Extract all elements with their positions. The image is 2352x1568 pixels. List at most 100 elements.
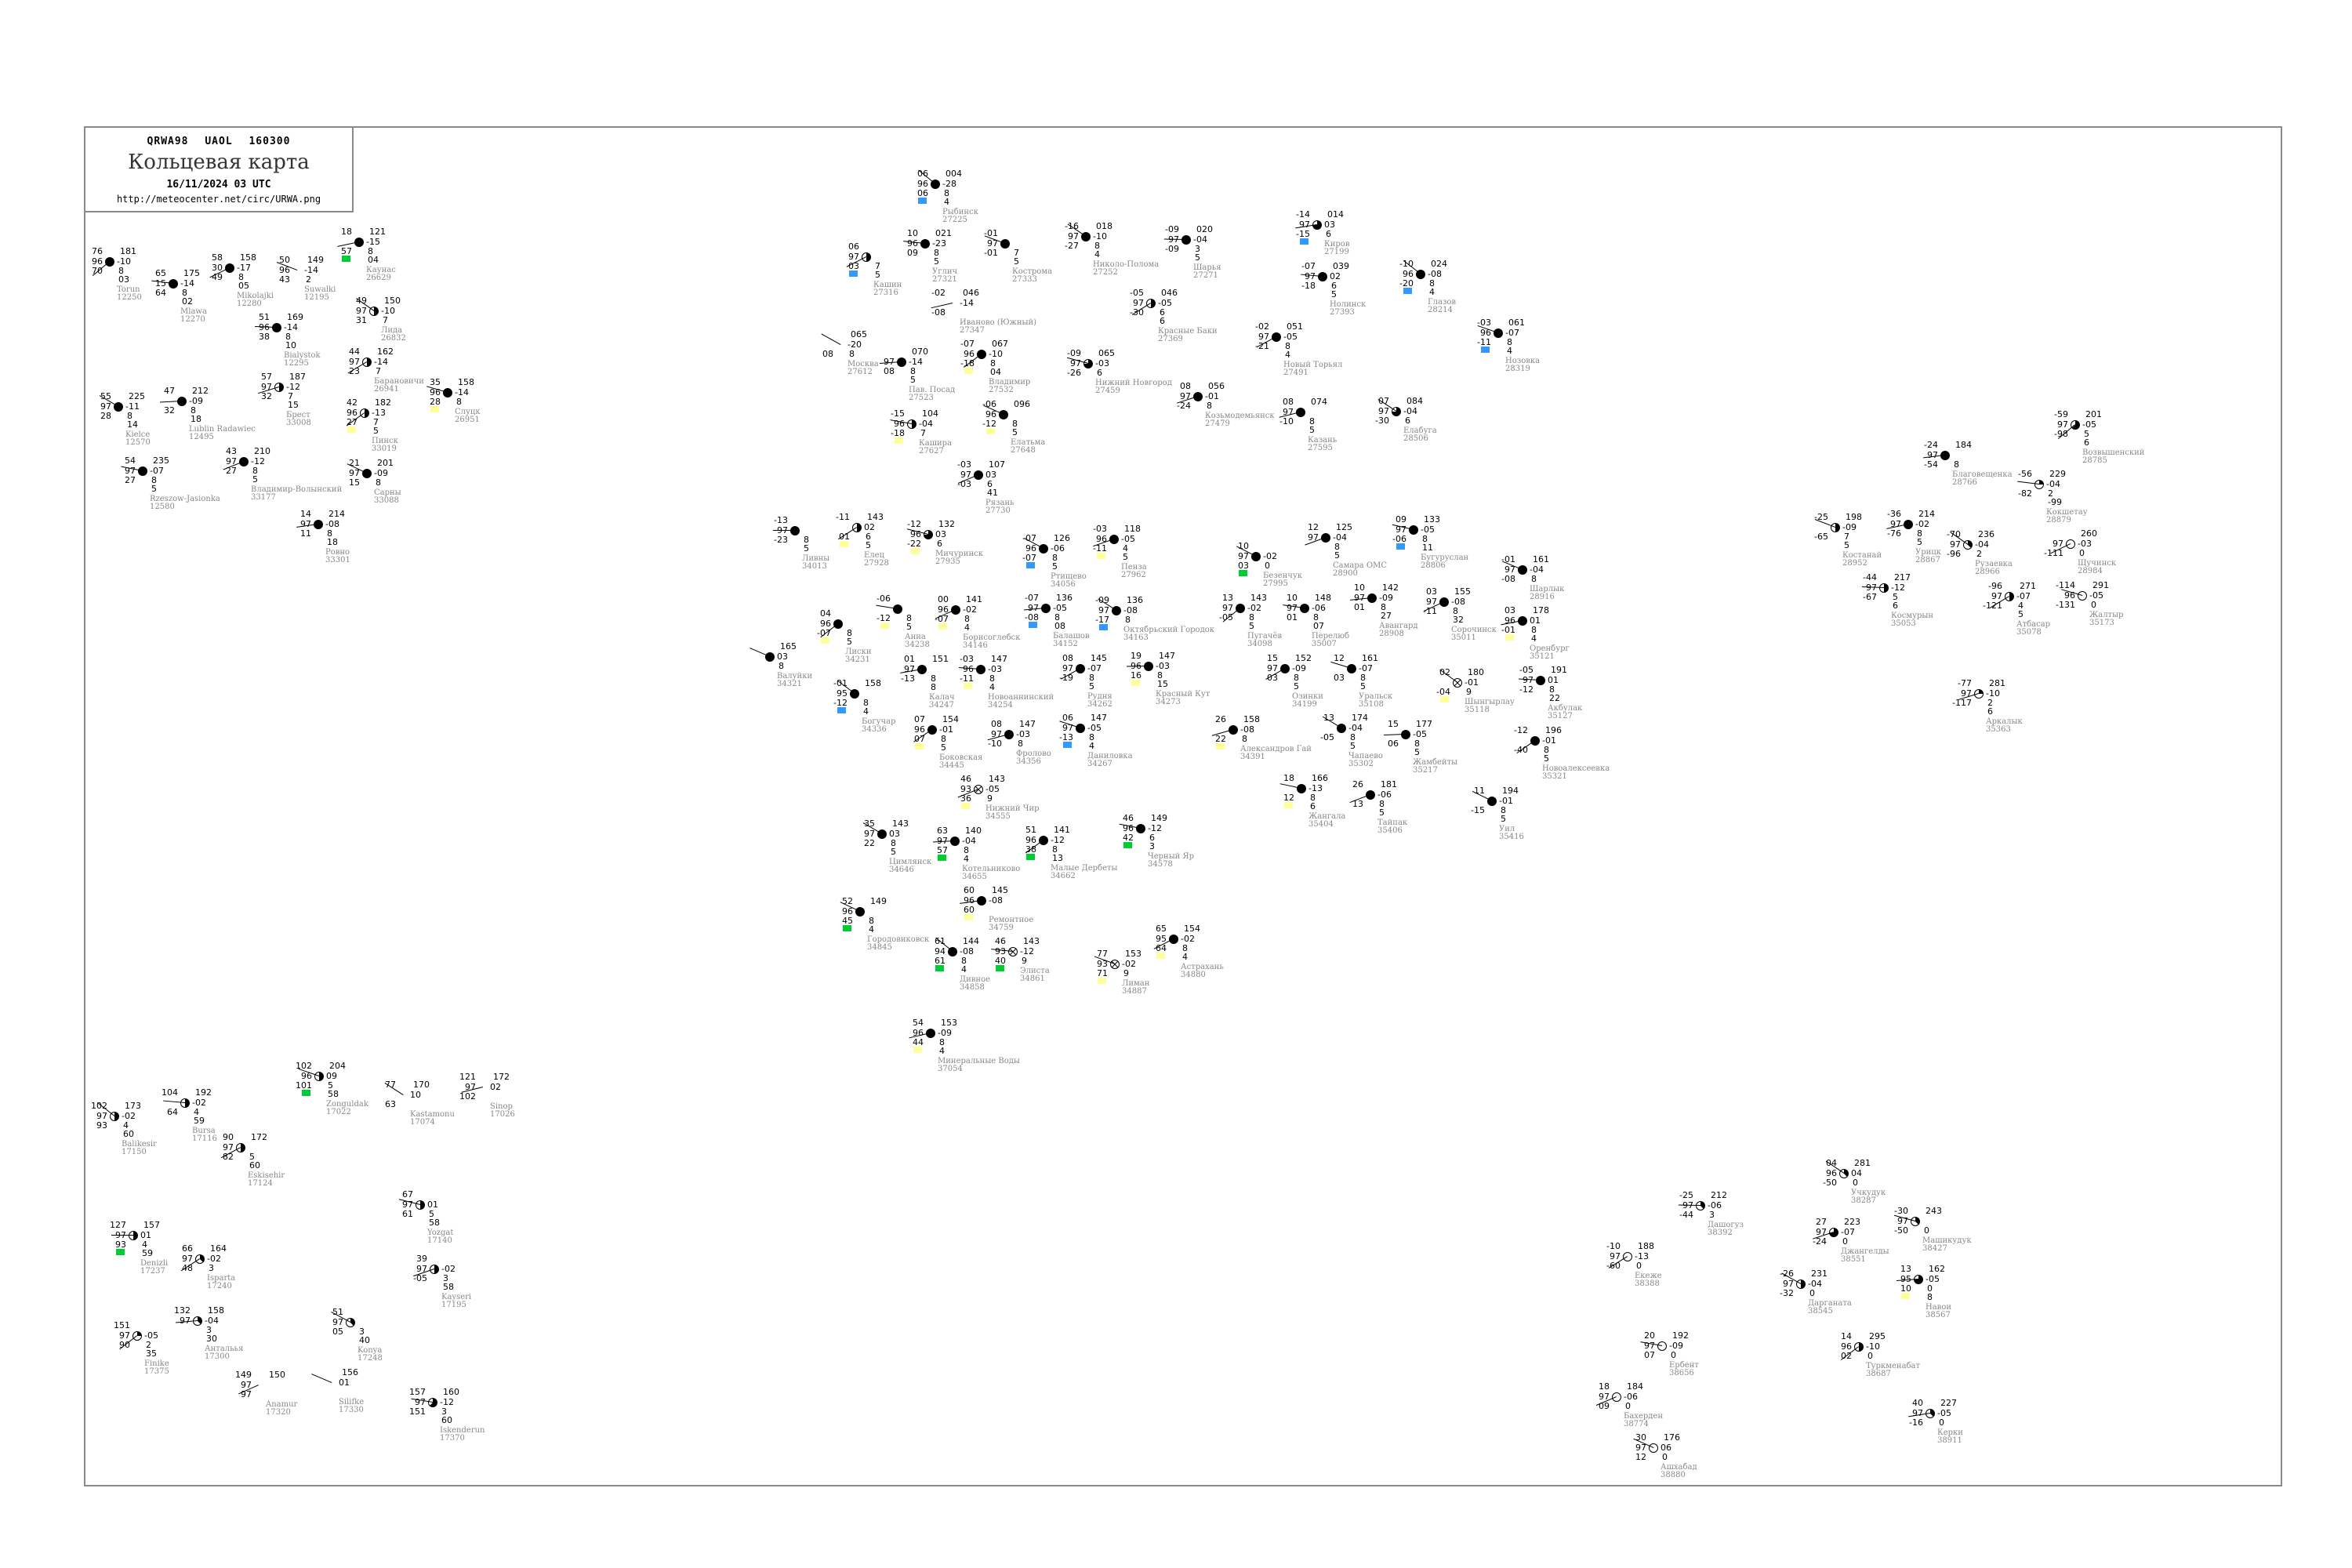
station-name[interactable]: Джангелды 38551 [1841,1248,1889,1264]
station-name[interactable]: Красный Кут 34273 [1156,691,1210,706]
station-name[interactable]: Малые Дербеты 34662 [1051,865,1118,880]
station-name[interactable]: Иваново (Южный) 27347 [960,319,1036,335]
station-name[interactable]: Новоалексеевка 35321 [1542,765,1610,781]
station-name[interactable]: Рязань 27730 [985,499,1014,515]
station-name[interactable]: Космурын 35053 [1891,612,1933,628]
station-name[interactable]: Благовещенка 28766 [1952,471,2013,487]
station-name[interactable]: Кашин 27316 [873,281,902,297]
station-name[interactable]: Ремонтное 34759 [989,916,1033,932]
station-name[interactable]: Тайпак 35406 [1377,819,1407,835]
station-name[interactable]: Туркменабат 38687 [1866,1363,1920,1378]
station-name[interactable]: Брест 33008 [286,412,311,427]
station-name[interactable]: Bursa 17116 [192,1127,217,1143]
station-name[interactable]: Валуйки 34321 [777,673,812,688]
station-name[interactable]: Finike 17375 [144,1360,169,1376]
station-name[interactable]: Нижний Чир 34555 [985,805,1040,821]
station-name[interactable]: Anamur 17320 [266,1401,297,1417]
station-name[interactable]: Balikesir 17150 [122,1141,157,1156]
station-name[interactable]: Николо-Полома 27252 [1093,261,1159,277]
station-name[interactable]: Калач 34247 [929,694,955,710]
station-name[interactable]: Кокшетау 28879 [2046,509,2088,524]
station-name[interactable]: Слуцк 26951 [455,408,481,424]
station-name[interactable]: Москва 27612 [848,361,879,376]
station-name[interactable]: Isparta 17240 [207,1275,235,1290]
station-name[interactable]: Городовиковск 34845 [867,936,929,952]
station-name[interactable]: Шынгырлау 35118 [1465,699,1515,714]
station-name[interactable]: Киров 27199 [1324,241,1349,256]
station-name[interactable]: Озинки 34199 [1292,693,1323,709]
station-name[interactable]: Ербент 38656 [1669,1362,1699,1377]
station-name[interactable]: Балашов 34152 [1053,633,1090,648]
station-name[interactable]: Пинск 33019 [372,437,398,453]
station-name[interactable]: Антальья 17300 [205,1345,243,1361]
station-name[interactable]: Астрахань 34880 [1181,964,1224,979]
station-name[interactable]: Iskenderun 17370 [440,1427,485,1443]
station-name[interactable]: Елатьма 27648 [1011,439,1045,455]
station-name[interactable]: Щучинск 28984 [2078,560,2116,575]
station-name[interactable]: Suwalki 12195 [304,286,336,302]
station-name[interactable]: Torun 12250 [117,286,142,302]
station-name[interactable]: Мичуринск 27935 [935,550,983,566]
station-name[interactable]: Борисоглебск 34146 [963,634,1020,650]
station-name[interactable]: Бугуруслан 28806 [1421,554,1468,570]
station-name[interactable]: Сорочинск 35011 [1451,626,1497,642]
station-name[interactable]: Козьмодемьянск 27479 [1205,412,1275,428]
station-name[interactable]: Октябрьский Городок 34163 [1123,626,1214,642]
station-name[interactable]: Дивное 34858 [960,976,990,992]
station-name[interactable]: Denizli 17237 [140,1260,168,1276]
station-name[interactable]: Каунас 26629 [366,267,396,282]
station-name[interactable]: Елец 27928 [864,552,889,568]
station-name[interactable]: Mlawa 12270 [180,308,207,324]
station-name[interactable]: Атбасар 35078 [2016,621,2050,637]
station-name[interactable]: Элиста 34861 [1020,967,1050,983]
station-name[interactable]: Урицк 28867 [1915,549,1941,564]
station-name[interactable]: Возвышенский 28785 [2082,449,2144,465]
station-name[interactable]: Нозовка 28319 [1505,358,1540,373]
station-name[interactable]: Казань 27595 [1308,437,1337,452]
station-name[interactable]: Рыбинск 27225 [942,209,978,224]
station-name[interactable]: Красные Баки 27369 [1158,328,1218,343]
station-name[interactable]: Новый Торьял 27491 [1283,361,1342,377]
station-name[interactable]: Костанай 28952 [1842,552,1882,568]
station-name[interactable]: Авангард 28908 [1379,622,1418,638]
station-name[interactable]: Eskisehir 17124 [248,1172,285,1188]
station-name[interactable]: Konya 17248 [358,1347,383,1363]
station-name[interactable]: Жамбейты 35217 [1413,759,1457,775]
station-name[interactable]: Навои 38567 [1926,1304,1951,1319]
station-name[interactable]: Самара ОМС 28900 [1333,562,1387,578]
station-name[interactable]: Дашогуз 38392 [1708,1221,1744,1237]
station-name[interactable]: Лиски 34231 [845,648,872,664]
station-name[interactable]: Рудня 34262 [1087,693,1112,709]
station-name[interactable]: Владимир-Волынский 33177 [251,486,342,502]
station-name[interactable]: Котельниково 34655 [962,866,1020,881]
station-name[interactable]: Lublin Radawiec 12495 [189,426,256,441]
station-name[interactable]: Боковская 34445 [939,754,982,770]
station-name[interactable]: Жалтыр 35173 [2089,612,2123,627]
station-name[interactable]: Бахерден 38774 [1624,1413,1663,1428]
station-name[interactable]: Zonguldak 17022 [326,1101,368,1116]
station-name[interactable]: Нолинск 27393 [1330,301,1366,317]
station-name[interactable]: Машикудук 38427 [1922,1237,1972,1253]
station-name[interactable]: Ровно 33301 [325,549,350,564]
station-name[interactable]: Богучар 34336 [862,718,895,734]
station-name[interactable]: Sinop 17026 [490,1103,515,1119]
station-name[interactable]: Акбулак 35127 [1548,705,1582,720]
station-name[interactable]: Фролово 34356 [1016,750,1051,766]
station-name[interactable]: Кострома 27333 [1012,268,1052,284]
station-name[interactable]: Учкудук 38287 [1851,1189,1886,1205]
station-name[interactable]: Пугачёв 34098 [1247,633,1282,648]
station-name[interactable]: Нижний Новгород 27459 [1095,379,1172,395]
station-name[interactable]: Кашира 27627 [919,440,952,456]
station-name[interactable]: Перелюб 35007 [1312,633,1349,648]
station-name[interactable]: Анна 34238 [905,633,930,649]
station-name[interactable]: Чапаево 35302 [1348,753,1383,768]
station-name[interactable]: Silifke 17330 [339,1399,364,1414]
station-name[interactable]: Kayseri 17195 [441,1294,471,1309]
station-name[interactable]: Ртищево 34056 [1051,573,1087,589]
station-name[interactable]: Kastamonu 17074 [410,1111,455,1127]
station-name[interactable]: Оренбург 35121 [1530,645,1570,661]
station-name[interactable]: Новоаннинский 34254 [988,694,1054,710]
station-name[interactable]: Владимир 27532 [989,379,1030,394]
station-name[interactable]: Рузаевка 28966 [1975,561,2013,576]
station-name[interactable]: Лида 26832 [381,327,406,343]
